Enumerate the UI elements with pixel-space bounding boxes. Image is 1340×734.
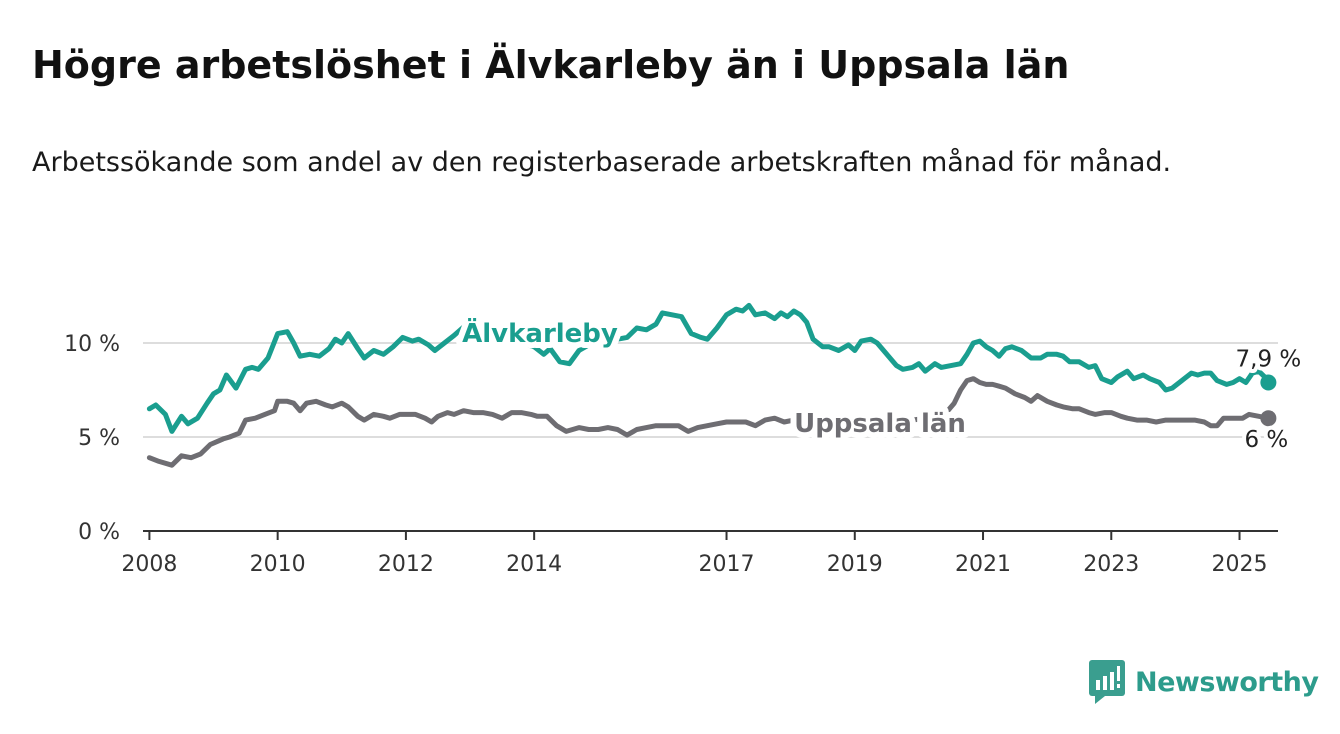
x-tick-label: 2010 — [250, 552, 306, 577]
series-line-alvkarleby — [146, 302, 1271, 434]
brand-name: Newsworthy — [1135, 666, 1319, 698]
end-value-label-alvkarleby: 7,9 % — [1236, 346, 1302, 372]
x-tick-label: 2025 — [1212, 552, 1268, 577]
x-tick-label: 2023 — [1083, 552, 1139, 577]
y-tick-label: 0 % — [78, 520, 120, 545]
end-point-alvkarleby — [1260, 374, 1277, 391]
newsworthy-brand: Newsworthy — [1089, 660, 1319, 704]
series-label-uppsala: Uppsala län — [794, 409, 966, 439]
end-label-halo: 6 % — [1244, 427, 1288, 453]
axes: 0 % 5 % 10 % 2008 2010 2012 2014 2017 2019 2021 20… — [64, 332, 1278, 577]
series-label-halo: Älvkarleby — [462, 317, 618, 349]
x-tick-label: 2017 — [699, 552, 755, 577]
x-tick-label: 2021 — [955, 552, 1011, 577]
x-tick-label: 2012 — [378, 552, 434, 577]
newsworthy-logo-icon — [1089, 660, 1125, 704]
y-tick-label: 10 % — [64, 332, 120, 357]
series-label-alvkarleby: Älvkarleby — [462, 317, 618, 349]
end-value-label-uppsala: 6 % — [1244, 427, 1288, 453]
series-lines — [146, 302, 1277, 468]
end-label-halo: 7,9 % — [1236, 346, 1302, 372]
chart-title: Högre arbetslöshet i Älvkarleby än i Upp… — [32, 43, 1070, 87]
series-line-uppsala — [146, 376, 1271, 468]
end-point-uppsala — [1260, 410, 1277, 427]
x-tick-label: 2008 — [121, 552, 177, 577]
x-tick-label: 2019 — [827, 552, 883, 577]
chart-subtitle: Arbetssökande som andel av den registerb… — [32, 147, 1172, 178]
series-label-halo: Uppsala län — [794, 409, 966, 439]
y-tick-label: 5 % — [78, 426, 120, 451]
x-tick-label: 2014 — [506, 552, 562, 577]
